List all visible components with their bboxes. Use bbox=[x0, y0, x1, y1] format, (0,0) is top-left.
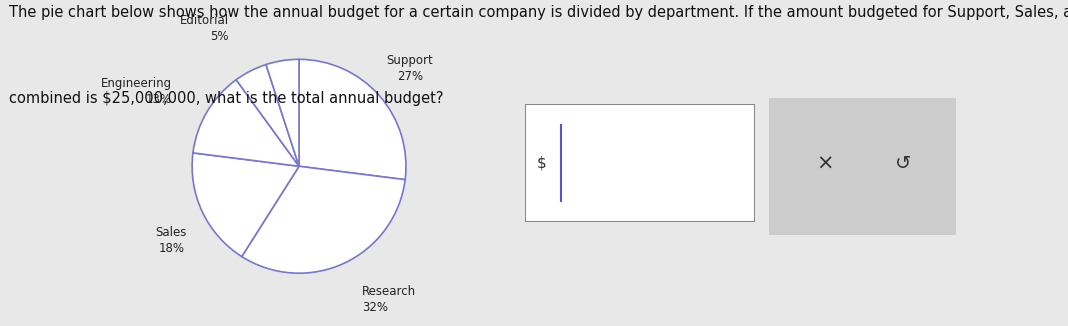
Text: combined is $25,000,000, what is the total annual budget?: combined is $25,000,000, what is the tot… bbox=[9, 91, 443, 106]
Wedge shape bbox=[299, 59, 406, 180]
FancyBboxPatch shape bbox=[759, 91, 965, 242]
Wedge shape bbox=[192, 153, 299, 257]
Text: Research
32%: Research 32% bbox=[362, 285, 417, 314]
Wedge shape bbox=[241, 166, 405, 273]
Text: Editorial
5%: Editorial 5% bbox=[179, 14, 229, 43]
Wedge shape bbox=[236, 65, 299, 166]
Text: Media
5%: Media 5% bbox=[237, 0, 273, 3]
Wedge shape bbox=[193, 80, 299, 166]
Text: ↺: ↺ bbox=[895, 154, 912, 173]
Text: The pie chart below shows how the annual budget for a certain company is divided: The pie chart below shows how the annual… bbox=[9, 5, 1068, 20]
Wedge shape bbox=[266, 59, 299, 166]
Text: $: $ bbox=[536, 156, 547, 170]
FancyBboxPatch shape bbox=[525, 104, 755, 222]
Text: Engineering
13%: Engineering 13% bbox=[100, 77, 172, 106]
Text: ×: × bbox=[816, 154, 834, 173]
Text: Support
27%: Support 27% bbox=[387, 54, 434, 83]
Text: Sales
18%: Sales 18% bbox=[156, 226, 187, 255]
